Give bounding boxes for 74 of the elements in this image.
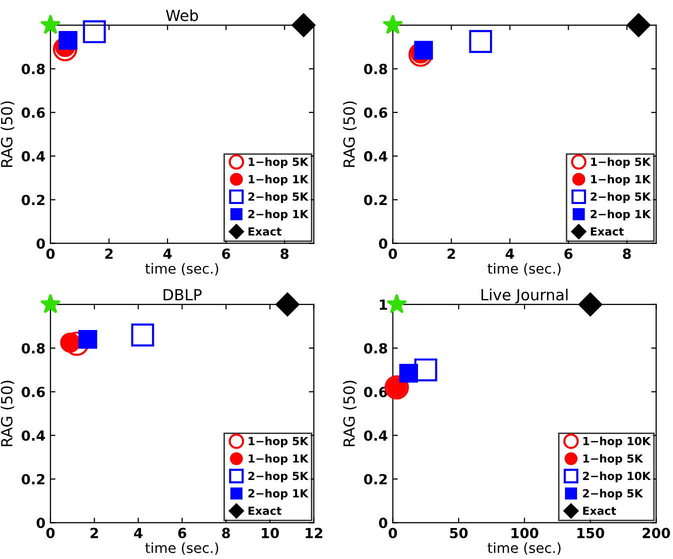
y-tick-label: 0.8 — [22, 64, 45, 74]
x-tick-label: 6 — [178, 528, 186, 538]
legend-label: 1−hop 10K — [583, 436, 651, 448]
y-axis-title: RAG (50) — [343, 380, 357, 446]
y-tick-label: 0.4 — [22, 430, 45, 441]
x-tick-label: 150 — [577, 528, 604, 538]
x-tick-label: 8 — [222, 528, 230, 538]
x-tick-label: 10 — [262, 528, 279, 538]
x-axis-title: time (sec.) — [145, 542, 218, 555]
x-tick-label: 200 — [642, 528, 670, 538]
y-axis-title: RAG (50) — [343, 101, 357, 167]
y-tick-label: 0.8 — [364, 64, 388, 74]
legend-label: 2−hop 1K — [248, 210, 309, 220]
legend-label: 1−hop 1K — [248, 454, 309, 465]
legend-label: Exact — [248, 506, 282, 515]
x-axis-title: time (sec.) — [145, 263, 218, 276]
legend-label: 1−hop 5K — [583, 454, 644, 465]
legend-label: 2−hop 10K — [583, 472, 651, 482]
x-tick-label: 4 — [163, 248, 172, 259]
legend-label: 2−hop 5K — [583, 488, 644, 500]
y-tick-label: 0.4 — [364, 151, 388, 162]
x-tick-label: 50 — [450, 528, 468, 538]
x-tick-label: 0 — [388, 248, 397, 259]
y-tick-label: 0.2 — [364, 194, 387, 206]
y-tick-label: 0.2 — [364, 474, 387, 484]
x-axis-title: time (sec.) — [488, 263, 561, 276]
x-tick-label: 8 — [280, 248, 289, 259]
legend-label: 2−hop 5K — [248, 472, 309, 482]
x-tick-label: 0 — [46, 248, 55, 259]
y-tick-label: 0.2 — [22, 474, 44, 484]
x-tick-label: 0 — [388, 528, 397, 538]
legend-label: 1−hop 5K — [591, 157, 651, 168]
y-tick-label: 1 — [380, 300, 388, 310]
y-tick-label: 0.8 — [364, 343, 388, 354]
chart-title: Live Journal — [482, 288, 568, 304]
y-tick-label: 0 — [36, 238, 45, 249]
x-tick-label: 0 — [46, 528, 55, 538]
y-tick-label: 0 — [378, 238, 388, 249]
legend-label: Exact — [590, 227, 624, 236]
y-tick-label: 0.2 — [22, 194, 44, 206]
x-tick-label: 12 — [306, 528, 322, 538]
legend-label: Exact — [583, 506, 616, 515]
legend-label: 1−hop 5K — [248, 157, 309, 168]
x-tick-label: 2 — [90, 528, 98, 538]
y-tick-label: 0.6 — [364, 107, 388, 118]
y-tick-label: 0.6 — [364, 386, 388, 398]
x-axis-title: time (sec.) — [488, 542, 561, 555]
x-tick-label: 2 — [105, 248, 113, 259]
legend-label: Exact — [248, 227, 282, 236]
x-tick-label: 4 — [506, 248, 514, 259]
chart-title: Web — [166, 9, 198, 22]
x-tick-label: 2 — [448, 248, 455, 259]
y-tick-label: 0 — [378, 518, 388, 528]
legend-label: 2−hop 5K — [248, 192, 309, 203]
legend-label: 2−hop 5K — [590, 192, 651, 203]
y-tick-label: 0.4 — [364, 430, 388, 441]
y-tick-label: 0.4 — [22, 151, 45, 162]
x-tick-label: 6 — [222, 248, 230, 259]
legend-label: 1−hop 5K — [248, 436, 309, 448]
x-tick-label: 8 — [622, 248, 631, 259]
y-axis-title: RAG (50) — [0, 380, 14, 446]
x-tick-label: 4 — [134, 528, 142, 538]
y-tick-label: 0.6 — [22, 386, 45, 398]
x-tick-label: 6 — [564, 248, 572, 259]
chart-title: DBLP — [164, 289, 202, 300]
legend-label: 2−hop 1K — [590, 210, 651, 220]
y-tick-label: 0.8 — [22, 343, 45, 354]
legend-label: 1−hop 1K — [591, 174, 651, 186]
legend-label: 2−hop 1K — [248, 488, 309, 500]
legend-label: 1−hop 1K — [248, 174, 309, 186]
x-tick-label: 100 — [512, 528, 538, 538]
y-tick-label: 0 — [36, 518, 45, 528]
y-axis-title: RAG (50) — [0, 101, 14, 167]
y-tick-label: 0.6 — [22, 107, 45, 118]
